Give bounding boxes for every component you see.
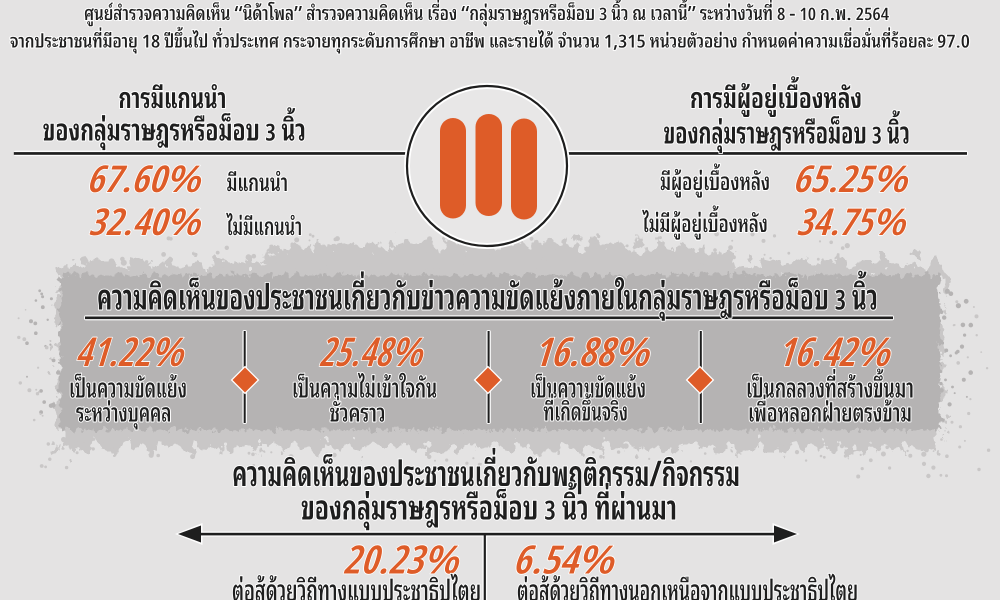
svg-text:41.22%: 41.22% (71, 316, 198, 380)
svg-text:เพื่อหลอกฝ่ายตรงข้าม: เพื่อหลอกฝ่ายตรงข้าม (748, 390, 912, 431)
svg-text:ของกลุ่มราษฎรหรือม็อบ 3 นิ้ว: ของกลุ่มราษฎรหรือม็อบ 3 นิ้ว (43, 102, 306, 151)
svg-text:ที่เกิดขึ้นจริง: ที่เกิดขึ้นจริง (543, 390, 628, 430)
svg-text:ชั่วคราว: ชั่วคราว (330, 391, 386, 431)
svg-text:34.75%: 34.75% (792, 189, 919, 248)
svg-text:67.60%: 67.60% (82, 146, 213, 205)
svg-text:จากประชาชนที่มีอายุ 18 ปีขึ้: จากประชาชนที่มีอายุ 18 ปีขึ้นไป ทั่วประเ… (10, 25, 970, 55)
svg-text:การมีผู้อยู่เบื้องหลัง: การมีผู้อยู่เบื้องหลัง (690, 73, 862, 118)
svg-text:6.54%: 6.54% (508, 525, 628, 588)
svg-text:ต่อสู้ด้วยวิถีทางนอกเหนือจากแบ: ต่อสู้ด้วยวิถีทางนอกเหนือจากแบบประชาธิปไ… (517, 565, 858, 600)
svg-text:ความคิดเห็นของประชาชนเกี่ยวกับ: ความคิดเห็นของประชาชนเกี่ยวกับข่าวความขั… (97, 266, 878, 322)
svg-text:ไม่มีผู้อยู่เบื้องหลัง: ไม่มีผู้อยู่เบื้องหลัง (642, 203, 768, 241)
svg-text:เป็นความขัดแย้ง: เป็นความขัดแย้ง (530, 366, 646, 408)
svg-text:25.48%: 25.48% (314, 316, 436, 380)
svg-text:การมีแกนนำ: การมีแกนนำ (119, 73, 227, 118)
svg-text:เป็นกลลวงที่สร้างขึ้นมา: เป็นกลลวงที่สร้างขึ้นมา (746, 366, 914, 408)
svg-text:ความคิดเห็นของประชาชนเกี่ยวกับ: ความคิดเห็นของประชาชนเกี่ยวกับพฤติกรรม/ก… (232, 443, 740, 499)
svg-text:ของกลุ่มราษฎรหรือม็อบ 3 นิ้ว ท: ของกลุ่มราษฎรหรือม็อบ 3 นิ้ว ที่ผ่านมา (301, 477, 677, 531)
svg-text:เป็นความขัดแย้ง: เป็นความขัดแย้ง (69, 366, 187, 408)
svg-text:65.25%: 65.25% (788, 146, 920, 205)
svg-text:ศูนย์สำรวจความคิดเห็น “นิด้าโพ: ศูนย์สำรวจความคิดเห็น “นิด้าโพล” สำรวจคว… (84, 0, 890, 27)
svg-text:มีแกนนำ: มีแกนนำ (227, 162, 289, 200)
svg-text:16.88%: 16.88% (528, 316, 663, 380)
svg-text:20.23%: 20.23% (338, 525, 472, 588)
svg-text:ระหว่างบุคคล: ระหว่างบุคคล (76, 390, 171, 431)
svg-text:ไม่มีแกนนำ: ไม่มีแกนนำ (226, 206, 303, 244)
svg-text:ของกลุ่มราษฎรหรือม็อบ 3 นิ้ว: ของกลุ่มราษฎรหรือม็อบ 3 นิ้ว (664, 106, 910, 155)
svg-text:16.42%: 16.42% (772, 316, 904, 380)
svg-text:ต่อสู้ด้วยวิถีทางแบบประชาธิปไต: ต่อสู้ด้วยวิถีทางแบบประชาธิปไตย (232, 565, 481, 600)
svg-text:32.40%: 32.40% (84, 189, 213, 248)
svg-text:มีผู้อยู่เบื้องหลัง: มีผู้อยู่เบื้องหลัง (660, 161, 770, 199)
svg-text:เป็นความไม่เข้าใจกัน: เป็นความไม่เข้าใจกัน (292, 366, 437, 408)
